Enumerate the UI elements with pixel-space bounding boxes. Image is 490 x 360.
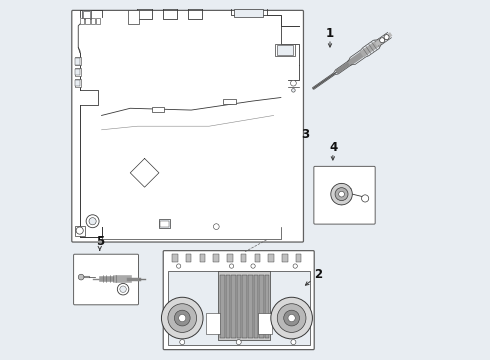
Bar [282, 253, 288, 262]
Circle shape [284, 310, 299, 326]
FancyBboxPatch shape [72, 10, 303, 242]
Bar [231, 275, 236, 338]
Bar [225, 275, 230, 338]
Text: 3: 3 [301, 128, 309, 141]
Bar [275, 44, 295, 56]
Bar [168, 271, 310, 345]
Circle shape [331, 183, 352, 205]
Circle shape [176, 264, 181, 268]
Bar [253, 275, 258, 338]
Bar [277, 45, 294, 55]
Circle shape [180, 339, 185, 345]
Bar [223, 99, 236, 104]
Bar [96, 18, 100, 24]
Circle shape [293, 264, 297, 268]
Circle shape [380, 38, 385, 43]
Circle shape [384, 35, 389, 40]
Bar [255, 253, 260, 262]
Bar [91, 18, 95, 24]
Text: 4: 4 [329, 141, 338, 154]
Bar [85, 18, 90, 24]
Text: 2: 2 [315, 267, 323, 280]
Bar [128, 10, 139, 24]
Bar [74, 68, 81, 76]
Circle shape [76, 227, 83, 234]
Bar [75, 69, 80, 75]
Bar [75, 58, 80, 64]
Circle shape [214, 224, 219, 229]
Text: 5: 5 [96, 235, 104, 248]
Bar [243, 275, 247, 338]
Circle shape [339, 191, 344, 197]
Bar [82, 10, 91, 19]
Circle shape [117, 283, 129, 295]
Circle shape [168, 304, 196, 332]
Bar [237, 275, 242, 338]
Circle shape [251, 264, 255, 268]
Bar [83, 11, 90, 18]
Bar [248, 275, 252, 338]
Bar [74, 79, 81, 87]
Bar [152, 107, 164, 112]
Circle shape [78, 274, 84, 280]
Circle shape [120, 286, 126, 292]
Bar [80, 18, 84, 24]
Bar [172, 253, 177, 262]
Circle shape [291, 339, 296, 345]
Circle shape [174, 310, 190, 326]
Circle shape [291, 80, 296, 86]
Circle shape [229, 264, 234, 268]
Circle shape [271, 297, 313, 339]
Bar [265, 275, 270, 338]
Bar [234, 9, 263, 17]
Circle shape [161, 297, 203, 339]
Bar [200, 253, 205, 262]
Circle shape [292, 89, 295, 92]
FancyBboxPatch shape [314, 166, 375, 224]
Circle shape [277, 304, 306, 332]
Circle shape [179, 315, 186, 321]
Bar [218, 271, 270, 339]
Bar [186, 253, 191, 262]
Bar [296, 253, 301, 262]
Bar [205, 313, 220, 334]
Bar [259, 275, 264, 338]
Text: 1: 1 [326, 27, 334, 40]
Bar [74, 226, 85, 235]
Bar [220, 275, 224, 338]
Bar [269, 253, 274, 262]
Circle shape [236, 339, 241, 345]
Bar [160, 221, 169, 227]
Bar [74, 57, 81, 65]
Bar [258, 313, 272, 334]
Circle shape [288, 315, 295, 321]
Bar [241, 253, 246, 262]
Circle shape [335, 188, 348, 201]
Bar [227, 253, 233, 262]
Bar [214, 253, 219, 262]
Circle shape [89, 218, 96, 225]
FancyBboxPatch shape [163, 251, 314, 350]
FancyBboxPatch shape [74, 254, 139, 305]
Bar [159, 220, 170, 228]
Bar [75, 80, 80, 86]
Circle shape [362, 195, 368, 202]
Circle shape [86, 215, 99, 228]
